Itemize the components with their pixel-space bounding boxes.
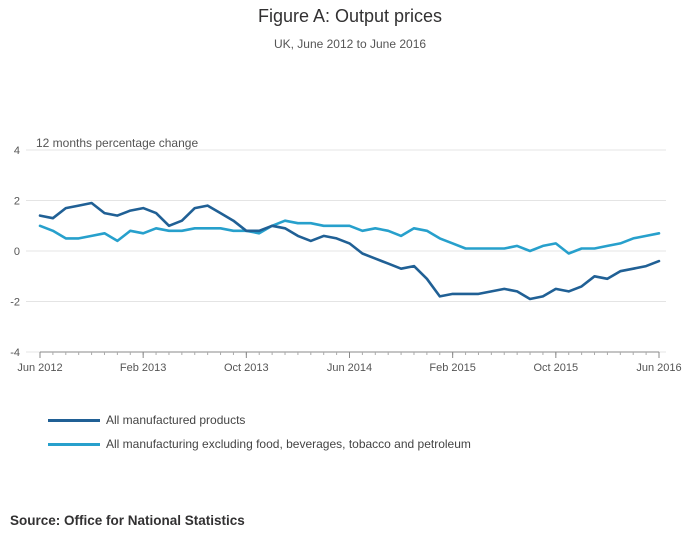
legend-swatch (48, 442, 100, 446)
x-tick-label: Oct 2013 (224, 362, 269, 374)
y-tick-label: 0 (14, 246, 20, 258)
x-tick-label: Jun 2014 (327, 362, 372, 374)
y-tick-label: 4 (14, 145, 20, 157)
legend-swatch (48, 418, 100, 422)
series-line-excluding-food (38, 219, 661, 255)
source-note: Source: Office for National Statistics (10, 513, 245, 528)
y-axis-label: 12 months percentage change (36, 136, 199, 150)
legend: All manufactured products All manufactur… (48, 408, 471, 456)
series-lines (38, 201, 661, 301)
x-axis: Jun 2012 Feb 2013 Oct 2013 Jun 2014 Feb 2015… (17, 351, 682, 374)
series-line-all-manufactured (38, 201, 661, 301)
legend-item-all-manufactured[interactable]: All manufactured products (48, 408, 471, 432)
legend-label: All manufacturing excluding food, bevera… (106, 437, 471, 451)
y-tick-label: -4 (10, 347, 20, 359)
y-tick-labels: 4 2 0 -2 -4 (10, 145, 20, 359)
y-tick-label: -2 (10, 297, 20, 309)
y-tick-label: 2 (14, 196, 20, 208)
x-tick-label: Feb 2013 (120, 362, 166, 374)
x-tick-label: Feb 2015 (429, 362, 475, 374)
x-tick-label: Oct 2015 (534, 362, 579, 374)
chart-subtitle: UK, June 2012 to June 2016 (273, 37, 427, 51)
chart-title: Figure A: Output prices (257, 6, 443, 26)
x-tick-label: Jun 2016 (636, 362, 681, 374)
legend-item-excluding-food[interactable]: All manufacturing excluding food, bevera… (48, 432, 471, 456)
x-tick-label: Jun 2012 (17, 362, 62, 374)
line-chart: 4 2 0 -2 -4 Jun 2012 Feb 2013 Oct 2013 Jun 2014… (10, 145, 682, 374)
gridlines (26, 149, 666, 353)
legend-label: All manufactured products (106, 413, 246, 427)
